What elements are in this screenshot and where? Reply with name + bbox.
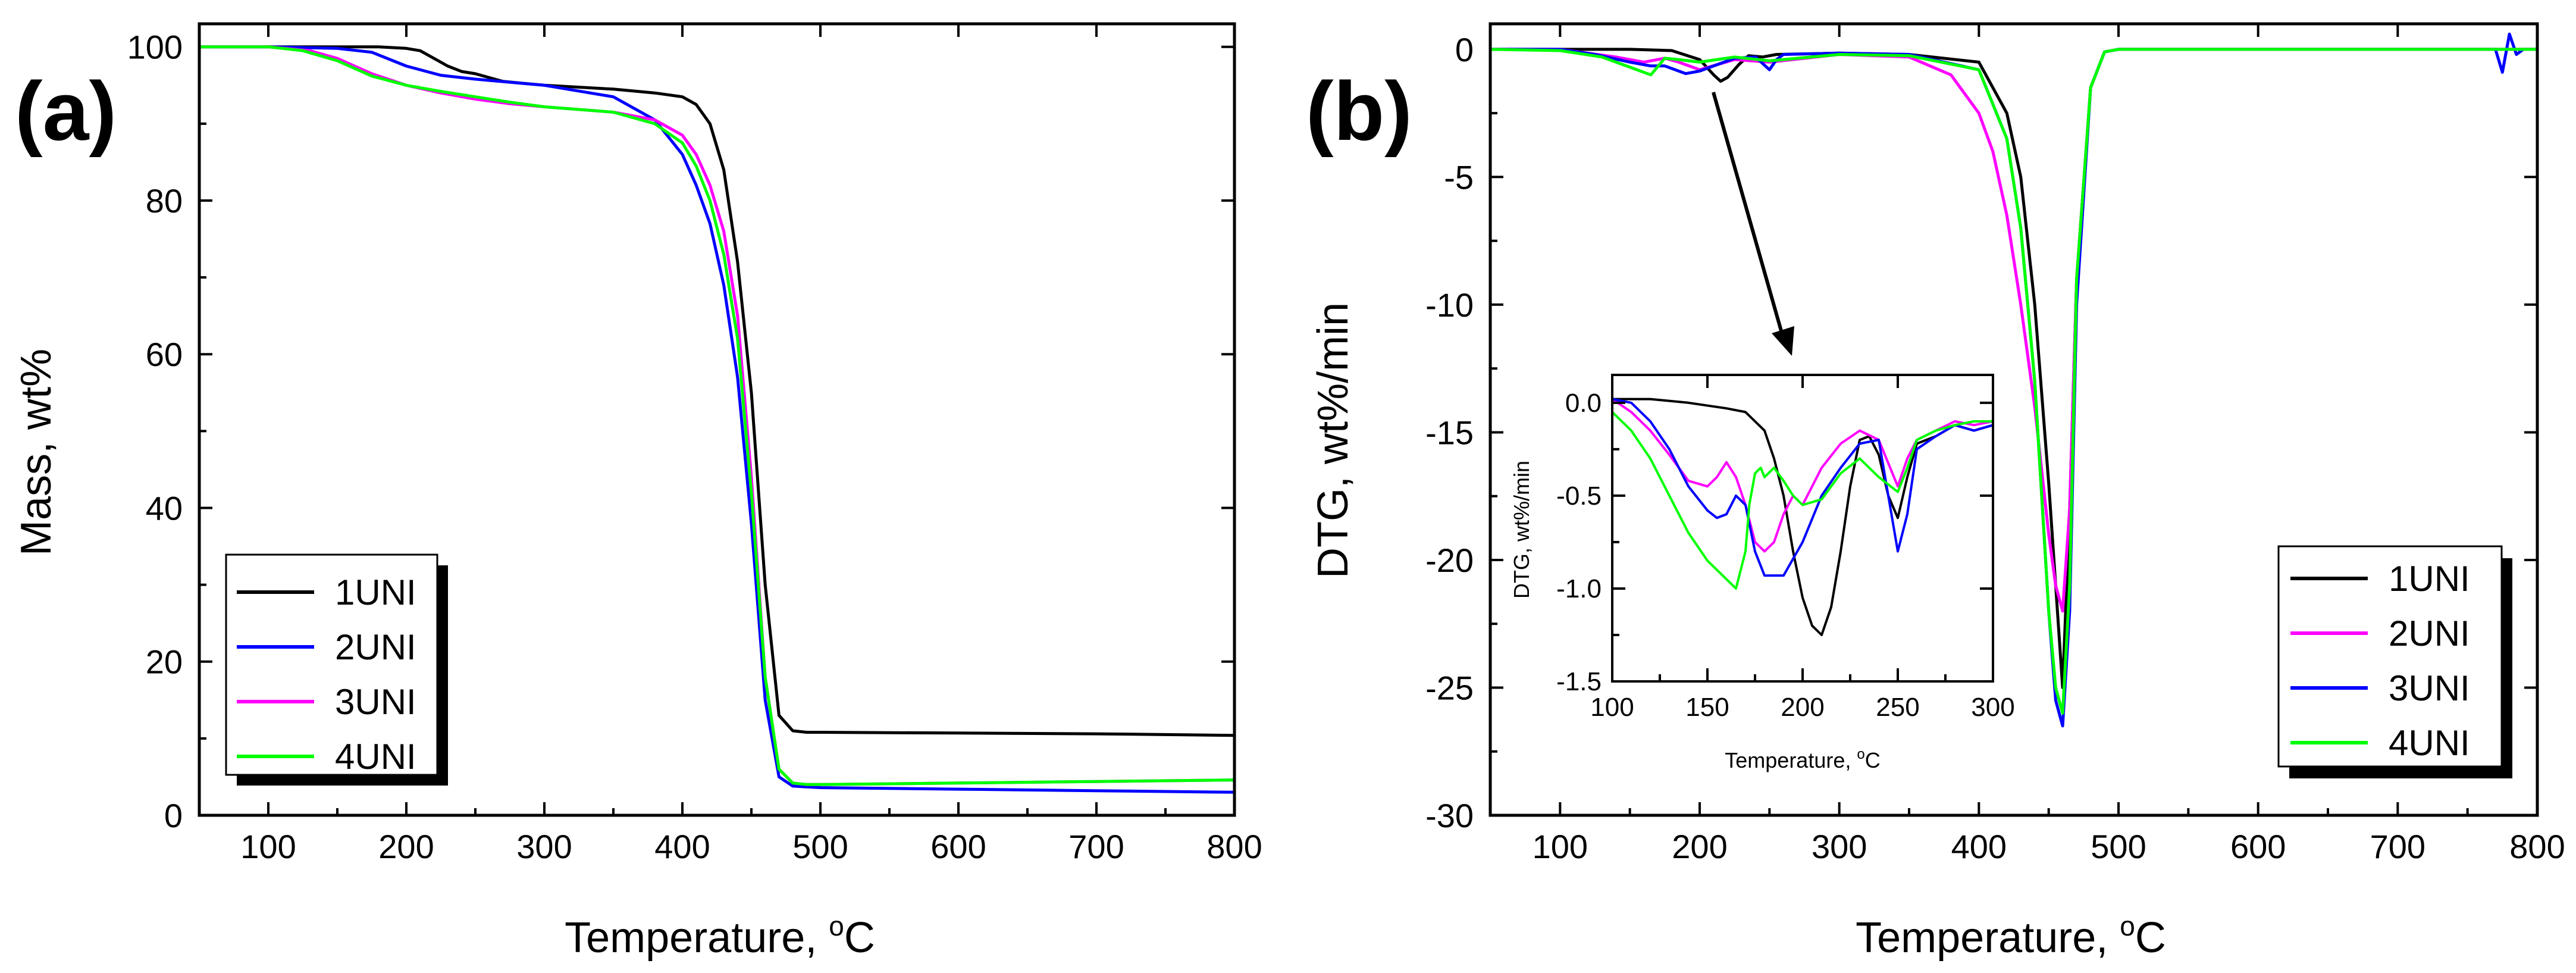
panel-a-x-tick-label: 800 xyxy=(1206,828,1262,865)
inset-series-4uni xyxy=(1611,411,1994,590)
inset-x-tick-label: 200 xyxy=(1781,693,1824,722)
inset-x-tick-label: 250 xyxy=(1876,693,1919,722)
panel-a-legend: 1UNI 2UNI 3UNI 4UNI xyxy=(225,553,448,786)
panel-a-y-tick-label: 20 xyxy=(146,643,183,681)
panel-a-ticks: 100 200 300 400 500 600 700 800 0 20 40 60 80 100 xyxy=(127,24,1262,865)
panel-a-x-tick-label: 100 xyxy=(240,828,296,865)
panel-b-y-tick-label: 0 xyxy=(1455,31,1474,68)
panel-b-x-axis-title-degree: o xyxy=(2120,911,2135,941)
panel-a-series xyxy=(198,45,1236,794)
panel-a-x-tick-label: 700 xyxy=(1068,828,1124,865)
panel-a-legend-label-1uni: 1UNI xyxy=(335,572,416,612)
inset-x-tick-label: 100 xyxy=(1590,693,1634,722)
panel-a-y-tick-label: 0 xyxy=(164,797,183,834)
panel-a-legend-label-2uni: 2UNI xyxy=(335,627,416,667)
panel-b-legend-label-3uni: 3UNI xyxy=(2389,668,2470,708)
inset-plot-frame xyxy=(1611,374,1994,683)
panel-b-label: (b) xyxy=(1306,64,1412,158)
panel-b-plot-frame xyxy=(1488,22,2539,817)
panel-b-annotation-arrowhead xyxy=(1772,326,1794,356)
panel-b-x-tick-label: 300 xyxy=(1812,828,1867,865)
panel-b-x-tick-label: 400 xyxy=(1951,828,2007,865)
panel-b-x-axis-title: Temperature, oC xyxy=(1856,911,2166,962)
panel-a-x-axis-title-degree: o xyxy=(829,911,844,941)
inset-y-tick-label: -0.5 xyxy=(1556,481,1602,511)
panel-b-x-axis-title-main: Temperature, xyxy=(1856,914,2120,962)
inset-series-1uni xyxy=(1611,398,1994,636)
panel-a-x-tick-label: 400 xyxy=(654,828,710,865)
panel-b-x-tick-label: 700 xyxy=(2370,828,2425,865)
panel-b-legend-items: 1UNI 2UNI 3UNI 4UNI xyxy=(2290,559,2470,763)
inset-y-tick-label: -1.5 xyxy=(1556,667,1602,696)
inset-x-axis-title-main: Temperature, xyxy=(1725,748,1857,772)
panel-a-y-tick-label: 80 xyxy=(146,182,183,220)
panel-a-series-1uni xyxy=(198,45,1236,737)
panel-b-x-tick-label: 500 xyxy=(2091,828,2146,865)
panel-a-x-tick-label: 300 xyxy=(516,828,572,865)
panel-a-x-axis-title-unit: C xyxy=(844,914,875,962)
panel-a-y-tick-label: 100 xyxy=(127,29,183,66)
panel-b-annotation-arrow xyxy=(1712,92,1785,340)
panel-b-legend-label-2uni: 2UNI xyxy=(2389,614,2470,653)
inset-x-axis-title: Temperature, oC xyxy=(1725,746,1880,772)
panel-b-y-tick-label: -15 xyxy=(1425,414,1474,451)
panel-a-label: (a) xyxy=(15,64,117,158)
panel-b-y-axis-title: DTG, wt%/min xyxy=(1309,302,1357,578)
inset-background xyxy=(1612,375,1993,681)
panel-b-y-tick-label: -10 xyxy=(1425,286,1474,324)
panel-b-dtg-chart: (b) DTG, wt%/min Temperature, oC 100 200 3… xyxy=(1306,22,2565,962)
panel-a-legend-label-4uni: 4UNI xyxy=(335,737,416,777)
panel-b-x-tick-label: 100 xyxy=(1533,828,1588,865)
inset-x-tick-label: 300 xyxy=(1971,693,2014,722)
panel-a-series-2uni xyxy=(198,45,1236,794)
panel-b-x-tick-label: 600 xyxy=(2230,828,2286,865)
inset-x-axis-title-degree: o xyxy=(1857,746,1864,762)
panel-b-y-tick-label: -5 xyxy=(1444,158,1474,196)
inset-series xyxy=(1611,398,1994,636)
panel-b-legend-label-1uni: 1UNI xyxy=(2389,559,2470,599)
inset-y-tick-label: -1.0 xyxy=(1556,574,1602,603)
panel-b-inset: 100 150 200 250 300 0.0 -0.5 -1.0 -1.5 DTG, wt%/… xyxy=(1509,374,2015,772)
panel-b-series-4uni xyxy=(1488,48,2539,715)
panel-b-series xyxy=(1488,32,2539,728)
panel-a-mass-chart: (a) Mass, wt% Temperature, oC 100 200 300 4… xyxy=(12,22,1262,962)
panel-a-series-4uni xyxy=(198,45,1236,786)
panel-a-y-tick-label: 60 xyxy=(146,336,183,373)
panel-a-x-axis-title: Temperature, oC xyxy=(565,911,875,962)
panel-a-legend-label-3uni: 3UNI xyxy=(335,682,416,722)
panel-b-x-tick-label: 200 xyxy=(1672,828,1727,865)
panel-b-y-tick-label: -30 xyxy=(1425,797,1474,834)
panel-a-x-axis-title-main: Temperature, xyxy=(565,914,829,962)
inset-series-3uni xyxy=(1611,398,1994,577)
panel-b-legend: 1UNI 2UNI 3UNI 4UNI xyxy=(2277,545,2512,778)
panel-b-legend-label-4uni: 4UNI xyxy=(2389,723,2470,763)
panel-a-y-tick-label: 40 xyxy=(146,489,183,527)
panel-b-x-axis-title-unit: C xyxy=(2135,914,2166,962)
inset-y-axis-title: DTG, wt%/min xyxy=(1509,461,1534,599)
panel-a-plot-frame xyxy=(198,22,1236,817)
panel-a-x-tick-label: 600 xyxy=(930,828,986,865)
panel-a-x-tick-label: 500 xyxy=(792,828,848,865)
panel-b-y-tick-label: -25 xyxy=(1425,669,1474,706)
inset-x-tick-label: 150 xyxy=(1685,693,1729,722)
panel-b-legend-box xyxy=(2277,545,2503,768)
inset-x-axis-title-unit: C xyxy=(1865,748,1881,772)
panel-a-x-tick-label: 200 xyxy=(378,828,434,865)
panel-a-legend-items: 1UNI 2UNI 3UNI 4UNI xyxy=(237,572,416,777)
panel-b-y-tick-label: -20 xyxy=(1425,542,1474,579)
panel-a-y-axis-title: Mass, wt% xyxy=(12,349,60,556)
panel-b-x-tick-label: 800 xyxy=(2509,828,2565,865)
panel-b-ticks: 100 200 300 400 500 600 700 800 0 -5 -10 -15 -20 -25 -… xyxy=(1425,24,2565,865)
inset-y-tick-label: 0.0 xyxy=(1565,389,1602,418)
